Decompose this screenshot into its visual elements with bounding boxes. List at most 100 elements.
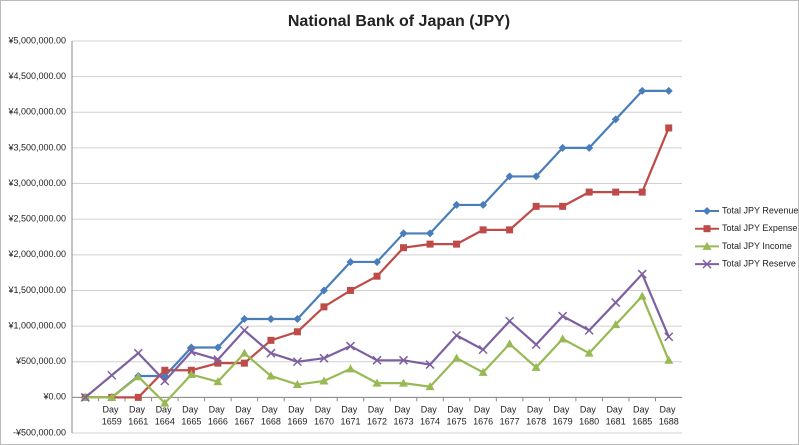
point: [703, 225, 711, 233]
legend-label: Total JPY Income: [722, 241, 792, 251]
point: [479, 200, 488, 209]
point: [426, 240, 434, 248]
y-tick-label: -¥500,000.00: [13, 427, 66, 437]
y-tick-label: ¥2,000,000.00: [7, 249, 66, 259]
y-tick-label: ¥5,000,000.00: [7, 35, 66, 45]
point: [702, 241, 712, 250]
point: [240, 314, 249, 323]
point: [345, 364, 355, 373]
point: [320, 303, 328, 311]
point: [637, 269, 647, 279]
point: [372, 378, 382, 387]
point: [611, 298, 621, 308]
x-tick-label: Day 1679: [553, 405, 573, 427]
point: [638, 86, 647, 95]
x-tick-label: Day 1666: [208, 405, 228, 427]
point: [702, 259, 712, 269]
x-tick-label: Day 1672: [367, 405, 387, 427]
x-tick-label: Day 1671: [340, 405, 360, 427]
point: [161, 366, 169, 374]
x-tick-label: Day 1673: [394, 405, 414, 427]
point: [346, 286, 354, 294]
x-tick-label: Day 1688: [659, 405, 679, 427]
x-tick-label: Day 1681: [606, 405, 626, 427]
point: [584, 325, 594, 335]
y-tick-label: ¥2,500,000.00: [7, 214, 66, 224]
point: [425, 360, 435, 370]
x-tick-label: Day 1685: [632, 405, 652, 427]
point: [558, 334, 568, 343]
point: [373, 272, 381, 280]
y-tick-label: ¥1,000,000.00: [7, 320, 66, 330]
point: [532, 202, 540, 210]
point: [585, 143, 594, 152]
point: [133, 348, 143, 358]
point: [213, 343, 222, 352]
point: [426, 229, 435, 238]
point: [531, 362, 541, 371]
point: [611, 115, 620, 124]
point: [399, 378, 409, 387]
point: [637, 291, 647, 300]
legend-label: Total JPY Expense: [722, 223, 797, 233]
point: [319, 286, 328, 295]
point: [345, 341, 356, 351]
x-tick-label: Day 1678: [526, 405, 546, 427]
point: [612, 188, 620, 196]
point: [107, 370, 117, 380]
point: [292, 357, 302, 367]
point: [134, 393, 142, 401]
point: [186, 347, 196, 357]
point: [559, 202, 567, 210]
point: [558, 143, 567, 152]
point: [346, 257, 355, 266]
x-tick-label: Day 1676: [473, 405, 493, 427]
chart-title: National Bank of Japan (JPY): [288, 13, 510, 30]
point: [400, 244, 408, 252]
y-tick-label: ¥4,500,000.00: [7, 71, 66, 81]
point: [664, 86, 673, 95]
point: [213, 355, 223, 365]
x-tick-label: Day 1659: [102, 405, 122, 427]
point: [505, 172, 514, 181]
point: [80, 392, 90, 402]
point: [665, 124, 673, 132]
point: [239, 325, 249, 335]
point: [585, 188, 593, 196]
y-tick-label: ¥500,000.00: [15, 356, 66, 366]
x-tick-label: Day 1675: [447, 405, 467, 427]
point: [293, 314, 302, 323]
point: [664, 355, 674, 364]
x-tick-label: Day 1680: [579, 405, 599, 427]
point: [213, 377, 223, 386]
point: [452, 200, 461, 209]
point: [292, 380, 302, 389]
legend-label: Total JPY Reserve: [722, 258, 796, 268]
x-tick-label: Day 1665: [181, 405, 201, 427]
x-tick-label: Day 1667: [234, 405, 254, 427]
y-tick-label: ¥0.00: [42, 392, 66, 402]
point: [319, 376, 329, 385]
point: [664, 332, 674, 342]
point: [531, 340, 541, 350]
point: [453, 240, 461, 248]
point: [186, 370, 196, 379]
point: [160, 398, 170, 407]
point: [399, 229, 408, 238]
point: [214, 359, 222, 367]
point: [452, 330, 462, 340]
x-tick-label: Day 1677: [500, 405, 520, 427]
point: [107, 392, 117, 401]
point: [479, 226, 487, 234]
point: [532, 172, 541, 181]
y-tick-label: ¥3,500,000.00: [7, 142, 66, 152]
point: [611, 320, 621, 329]
point: [267, 336, 275, 344]
point: [558, 311, 568, 321]
x-tick-label: Day 1669: [287, 405, 307, 427]
point: [506, 226, 514, 234]
point: [425, 382, 435, 391]
